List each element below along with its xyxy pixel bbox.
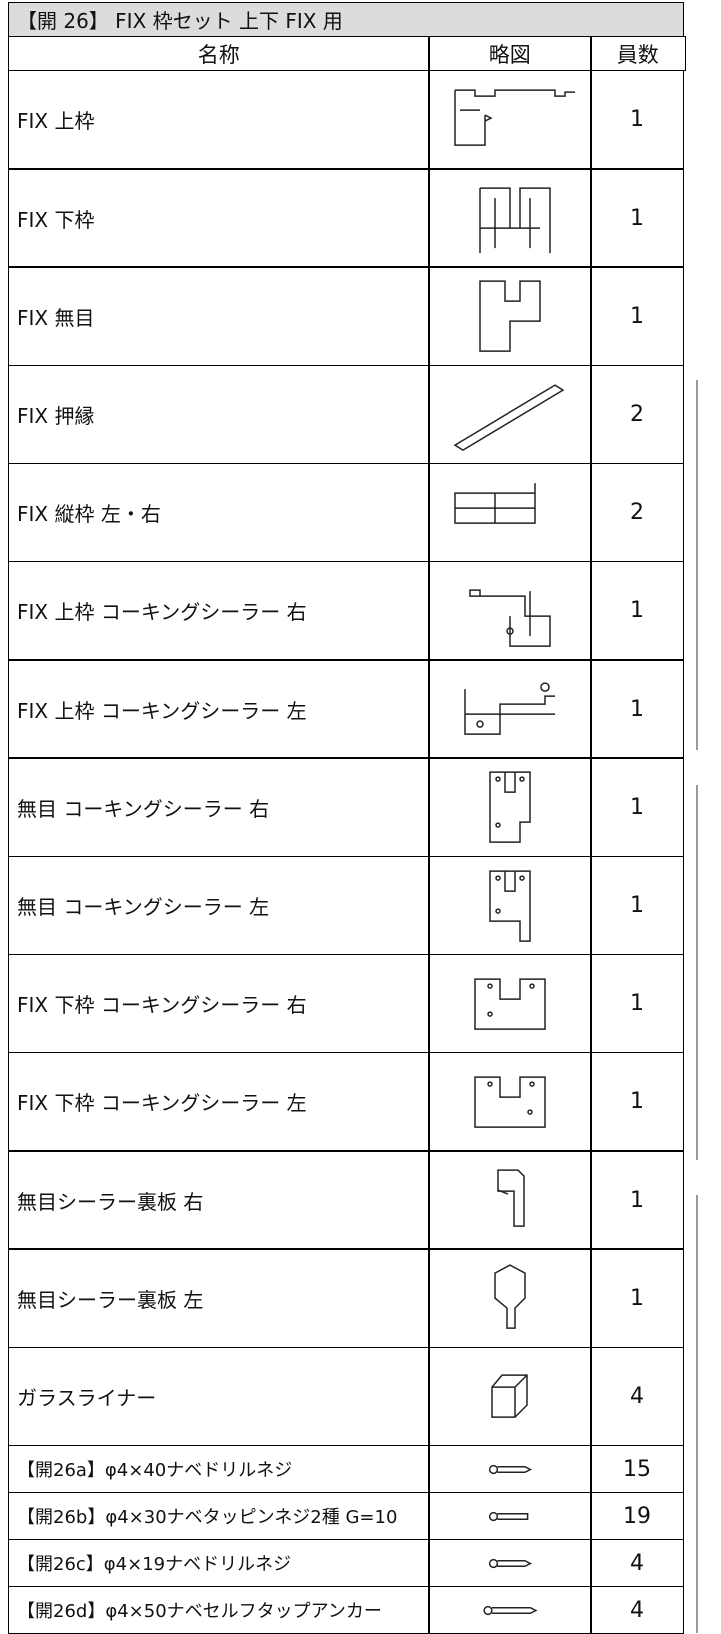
- title-row: 【開 26】 FIX 枠セット 上下 FIX 用: [8, 2, 684, 37]
- figure-drawing: [483, 1605, 538, 1615]
- part-name: FIX 縦枠 左・右: [8, 462, 430, 563]
- part-count: 1: [590, 855, 684, 956]
- part-figure: [428, 1052, 592, 1152]
- part-count: 1: [590, 1150, 684, 1250]
- figure-drawing: [489, 771, 531, 844]
- part-name: FIX 上枠 コーキングシーラー 右: [8, 561, 430, 661]
- part-figure: [428, 1346, 592, 1447]
- part-figure: [428, 364, 592, 465]
- part-name: 無目 コーキングシーラー 左: [8, 855, 430, 956]
- part-name: 【開26c】φ4×19ナベドリルネジ: [8, 1538, 430, 1588]
- figure-drawing: [454, 89, 575, 146]
- part-name: FIX 下枠 コーキングシーラー 右: [8, 953, 430, 1054]
- part-figure: [428, 266, 592, 367]
- part-name: 無目 コーキングシーラー 右: [8, 757, 430, 858]
- part-count: 2: [590, 364, 684, 465]
- figure-drawing: [494, 1264, 526, 1330]
- figure-drawing: [497, 1169, 525, 1228]
- part-count: 19: [590, 1491, 684, 1541]
- part-name: 無目シーラー裏板 右: [8, 1150, 430, 1250]
- part-count: 1: [590, 1248, 684, 1349]
- figure-drawing: [479, 187, 551, 254]
- figure-drawing: [488, 1558, 533, 1568]
- figure-drawing: [488, 1464, 533, 1474]
- part-count: 15: [590, 1444, 684, 1494]
- figure-drawing: [479, 280, 541, 353]
- part-count: 2: [590, 462, 684, 563]
- figure-drawing: [474, 1076, 546, 1128]
- part-figure: [428, 1444, 592, 1494]
- part-name: 【開26a】φ4×40ナベドリルネジ: [8, 1444, 430, 1494]
- part-figure: [428, 1491, 592, 1541]
- part-count: 1: [590, 266, 684, 367]
- part-name: FIX 下枠 コーキングシーラー 左: [8, 1052, 430, 1152]
- part-count: 1: [590, 168, 684, 268]
- column-header: 員数: [590, 36, 686, 71]
- part-count: 1: [590, 659, 684, 759]
- part-figure: [428, 1585, 592, 1634]
- part-name: FIX 上枠: [8, 70, 430, 170]
- part-name: FIX 下枠: [8, 168, 430, 268]
- part-count: 4: [590, 1346, 684, 1447]
- part-count: 4: [590, 1585, 684, 1634]
- figure-drawing: [453, 383, 565, 451]
- part-name: 【開26b】φ4×30ナベタッピンネジ2種 G=10: [8, 1491, 430, 1541]
- column-header: 略図: [428, 36, 592, 71]
- part-count: 1: [590, 70, 684, 170]
- figure-drawing: [491, 1373, 528, 1418]
- part-figure: [428, 659, 592, 759]
- figure-drawing: [464, 682, 555, 736]
- part-figure: [428, 1538, 592, 1588]
- part-name: FIX 押縁: [8, 364, 430, 465]
- part-count: 1: [590, 953, 684, 1054]
- part-figure: [428, 168, 592, 268]
- part-figure: [428, 70, 592, 170]
- part-count: 1: [590, 561, 684, 661]
- part-count: 4: [590, 1538, 684, 1588]
- part-name: 【開26d】φ4×50ナベセルフタップアンカー: [8, 1585, 430, 1634]
- part-name: 無目シーラー裏板 左: [8, 1248, 430, 1349]
- figure-drawing: [488, 1511, 529, 1521]
- column-header: 名称: [8, 36, 430, 71]
- part-figure: [428, 1248, 592, 1349]
- part-figure: [428, 953, 592, 1054]
- part-figure: [428, 855, 592, 956]
- part-name: ガラスライナー: [8, 1346, 430, 1447]
- part-figure: [428, 561, 592, 661]
- part-figure: [428, 1150, 592, 1250]
- part-figure: [428, 757, 592, 858]
- figure-drawing: [489, 869, 531, 942]
- figure-drawing: [474, 978, 546, 1030]
- part-figure: [428, 462, 592, 563]
- part-count: 1: [590, 757, 684, 858]
- part-name: FIX 上枠 コーキングシーラー 左: [8, 659, 430, 759]
- part-count: 1: [590, 1052, 684, 1152]
- figure-drawing: [469, 589, 551, 647]
- part-name: FIX 無目: [8, 266, 430, 367]
- figure-drawing: [454, 482, 536, 524]
